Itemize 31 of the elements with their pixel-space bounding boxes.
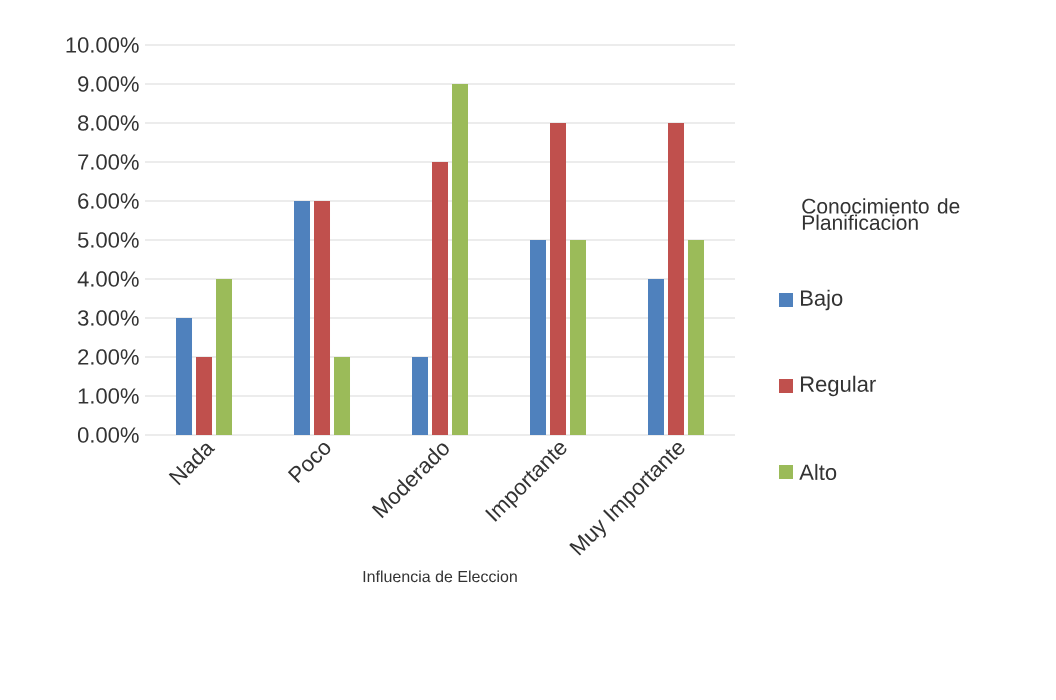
y-tick-label: 3.00%: [77, 310, 139, 326]
y-tick-label: 4.00%: [77, 271, 139, 287]
bar: [688, 239, 704, 435]
bar: [412, 356, 429, 435]
bar: [648, 278, 664, 435]
y-tick-label: 10.00%: [66, 37, 139, 53]
y-tick-label: 2.00%: [78, 349, 139, 365]
y-tick-label: 7.00%: [78, 154, 139, 170]
bar: [196, 356, 213, 435]
bar: [432, 161, 449, 435]
bar: [452, 83, 469, 435]
legend-title: Conocimiento de Planificacion: [802, 198, 960, 231]
bar: [570, 239, 587, 435]
bar: [216, 278, 233, 435]
y-tick-label: 5.00%: [77, 232, 139, 248]
legend-label: Bajo: [801, 289, 843, 311]
bar: [550, 122, 567, 435]
bar: [294, 200, 311, 435]
legend-label: Regular: [801, 375, 876, 397]
legend-label: Alto: [799, 463, 837, 481]
bar: [334, 356, 351, 435]
bar: [668, 122, 684, 435]
y-tick-label: 1.00%: [78, 388, 139, 404]
y-tick-label: 8.00%: [78, 115, 139, 131]
bar: [314, 200, 331, 435]
y-tick-label: 6.00%: [78, 193, 139, 209]
x-axis-title: Influencia de Eleccion: [363, 570, 517, 583]
bar: [176, 317, 193, 435]
y-tick-label: 9.00%: [78, 76, 139, 92]
y-tick-label: 0.00%: [77, 427, 139, 443]
bar: [530, 239, 547, 435]
